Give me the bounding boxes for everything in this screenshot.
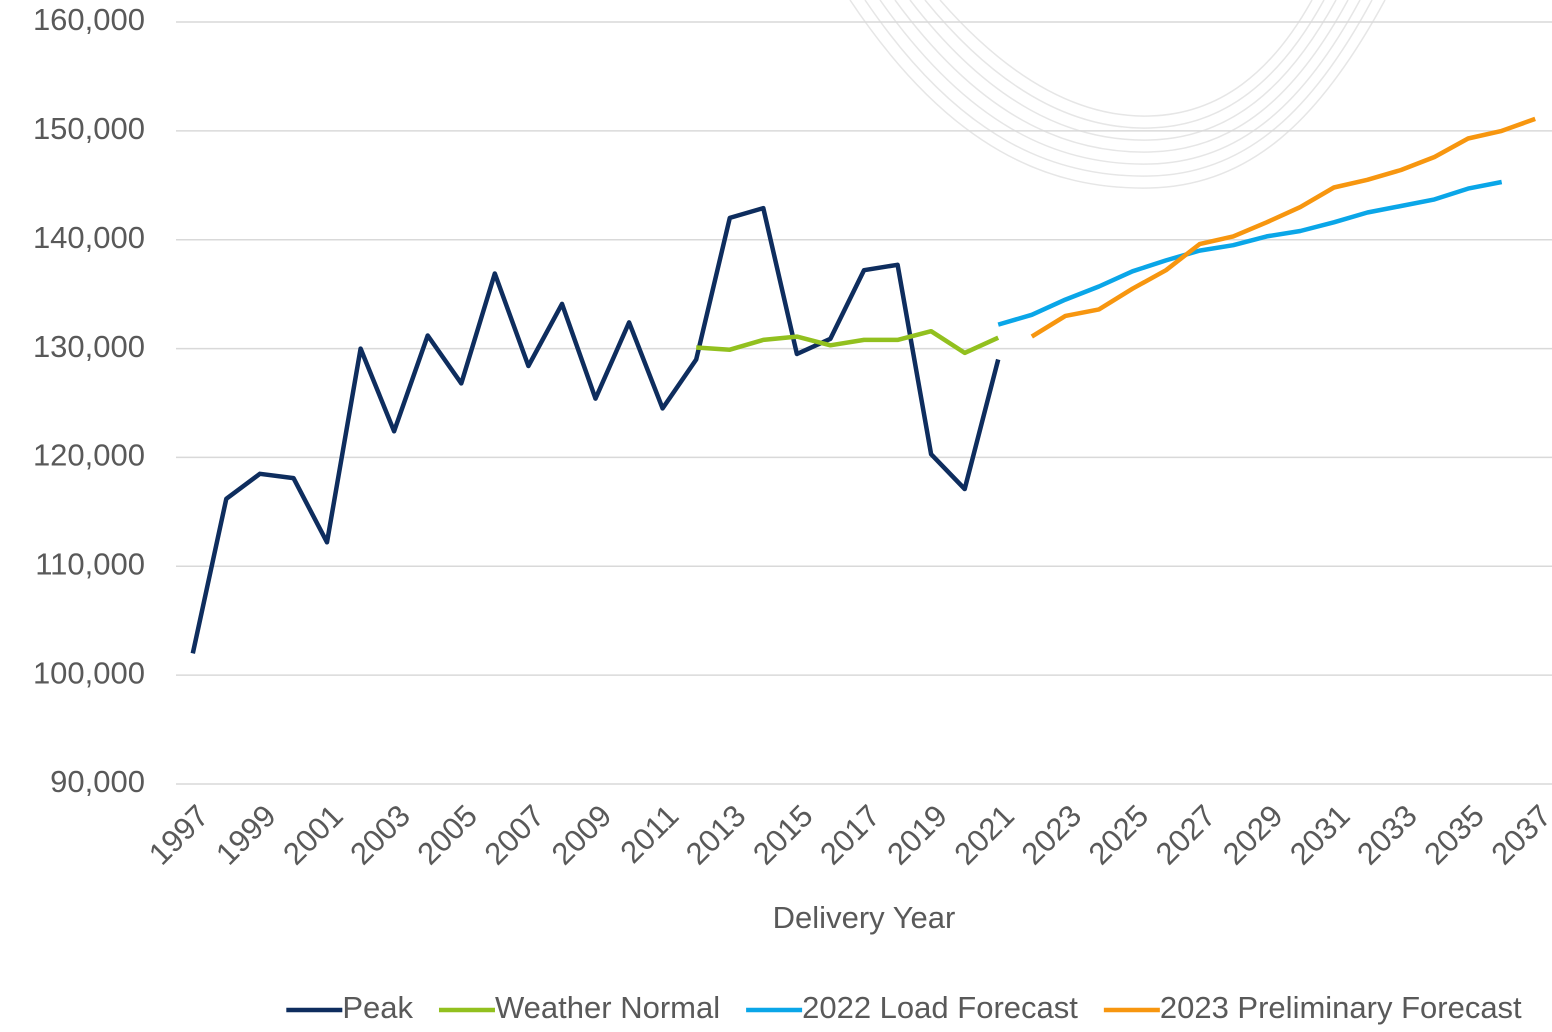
x-tick-label: 2007 [478, 798, 552, 872]
x-tick-label: 2015 [746, 798, 820, 872]
series-line [1030, 116, 1536, 339]
x-axis-title: Delivery Year [773, 900, 956, 935]
x-tick-label: 2031 [1283, 798, 1357, 872]
legend-label: 2022 Load Forecast [802, 990, 1078, 1025]
legend-label: Weather Normal [495, 990, 720, 1025]
x-tick-label: 2027 [1149, 798, 1223, 872]
x-tick-label: 2025 [1082, 798, 1156, 872]
x-tick-label: 2017 [813, 798, 887, 872]
y-tick-label: 110,000 [35, 546, 145, 581]
x-tick-label: 2021 [947, 798, 1021, 872]
y-tick-label: 150,000 [33, 111, 145, 146]
y-tick-label: 100,000 [33, 655, 145, 690]
x-tick-label: 1997 [142, 798, 216, 872]
series-line [696, 328, 1000, 356]
decoration [849, 0, 1386, 189]
x-tick-label: 2037 [1484, 798, 1552, 872]
series-line [190, 205, 1001, 654]
x-tick-label: 2029 [1216, 798, 1290, 872]
y-tick-label: 130,000 [33, 329, 145, 364]
x-tick-label: 2011 [613, 798, 685, 870]
legend-label: Peak [342, 990, 413, 1025]
x-tick-label: 2013 [679, 798, 753, 872]
series-line [997, 179, 1503, 327]
x-tick-label: 2009 [545, 798, 619, 872]
y-tick-label: 160,000 [33, 2, 145, 37]
x-tick-label: 2019 [880, 798, 954, 872]
y-tick-label: 120,000 [33, 438, 145, 473]
x-tick-label: 2005 [410, 798, 484, 872]
x-tick-label: 2001 [276, 798, 350, 872]
x-tick-label: 2023 [1015, 798, 1089, 872]
x-tick-label: 2033 [1350, 798, 1424, 872]
y-tick-label: 140,000 [33, 220, 145, 255]
x-tick-label: 1999 [209, 798, 283, 872]
x-tick-label: 2035 [1417, 798, 1491, 872]
legend-label: 2023 Preliminary Forecast [1160, 990, 1522, 1025]
x-tick-label: 2003 [343, 798, 417, 872]
y-tick-label: 90,000 [50, 764, 145, 799]
